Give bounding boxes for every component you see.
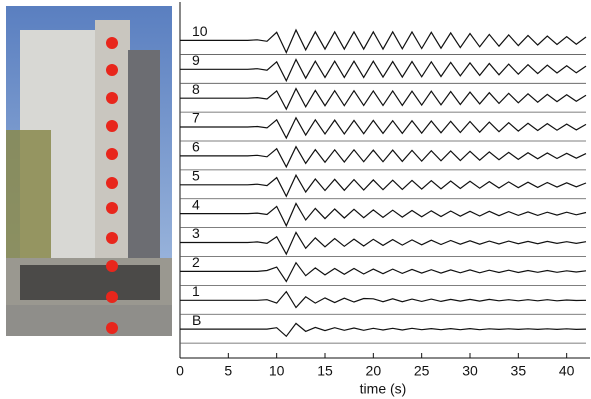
x-axis-label: time (s) — [360, 381, 407, 397]
trace — [180, 290, 587, 309]
trace — [180, 28, 587, 54]
x-tick-label: 25 — [414, 363, 430, 379]
trace — [180, 261, 587, 283]
x-tick-label: 15 — [317, 363, 333, 379]
trace-label: B — [192, 312, 201, 328]
trace — [180, 231, 587, 256]
x-tick-label: 0 — [176, 363, 184, 379]
trace-label: 7 — [192, 110, 200, 126]
x-tick-label: 30 — [462, 363, 478, 379]
x-tick-label: 10 — [269, 363, 285, 379]
building-photo — [6, 6, 172, 336]
x-tick-label: 20 — [366, 363, 382, 379]
trace — [180, 87, 587, 111]
trace — [180, 145, 587, 169]
trace — [180, 58, 587, 83]
trace-label: 6 — [192, 139, 200, 155]
trace-label: 10 — [192, 23, 208, 39]
x-tick-label: 35 — [511, 363, 527, 379]
trace-label: 2 — [192, 254, 200, 270]
trace — [180, 322, 587, 338]
x-tick-label: 5 — [224, 363, 232, 379]
trace — [180, 116, 587, 140]
trace-label: 4 — [192, 196, 200, 212]
trace-label: 9 — [192, 52, 200, 68]
trace — [180, 173, 587, 198]
trace — [180, 202, 587, 228]
x-tick-label: 40 — [559, 363, 575, 379]
trace-label: 3 — [192, 225, 200, 241]
trace-label: 8 — [192, 81, 200, 97]
trace-label: 5 — [192, 167, 200, 183]
trace-label: 1 — [192, 283, 200, 299]
